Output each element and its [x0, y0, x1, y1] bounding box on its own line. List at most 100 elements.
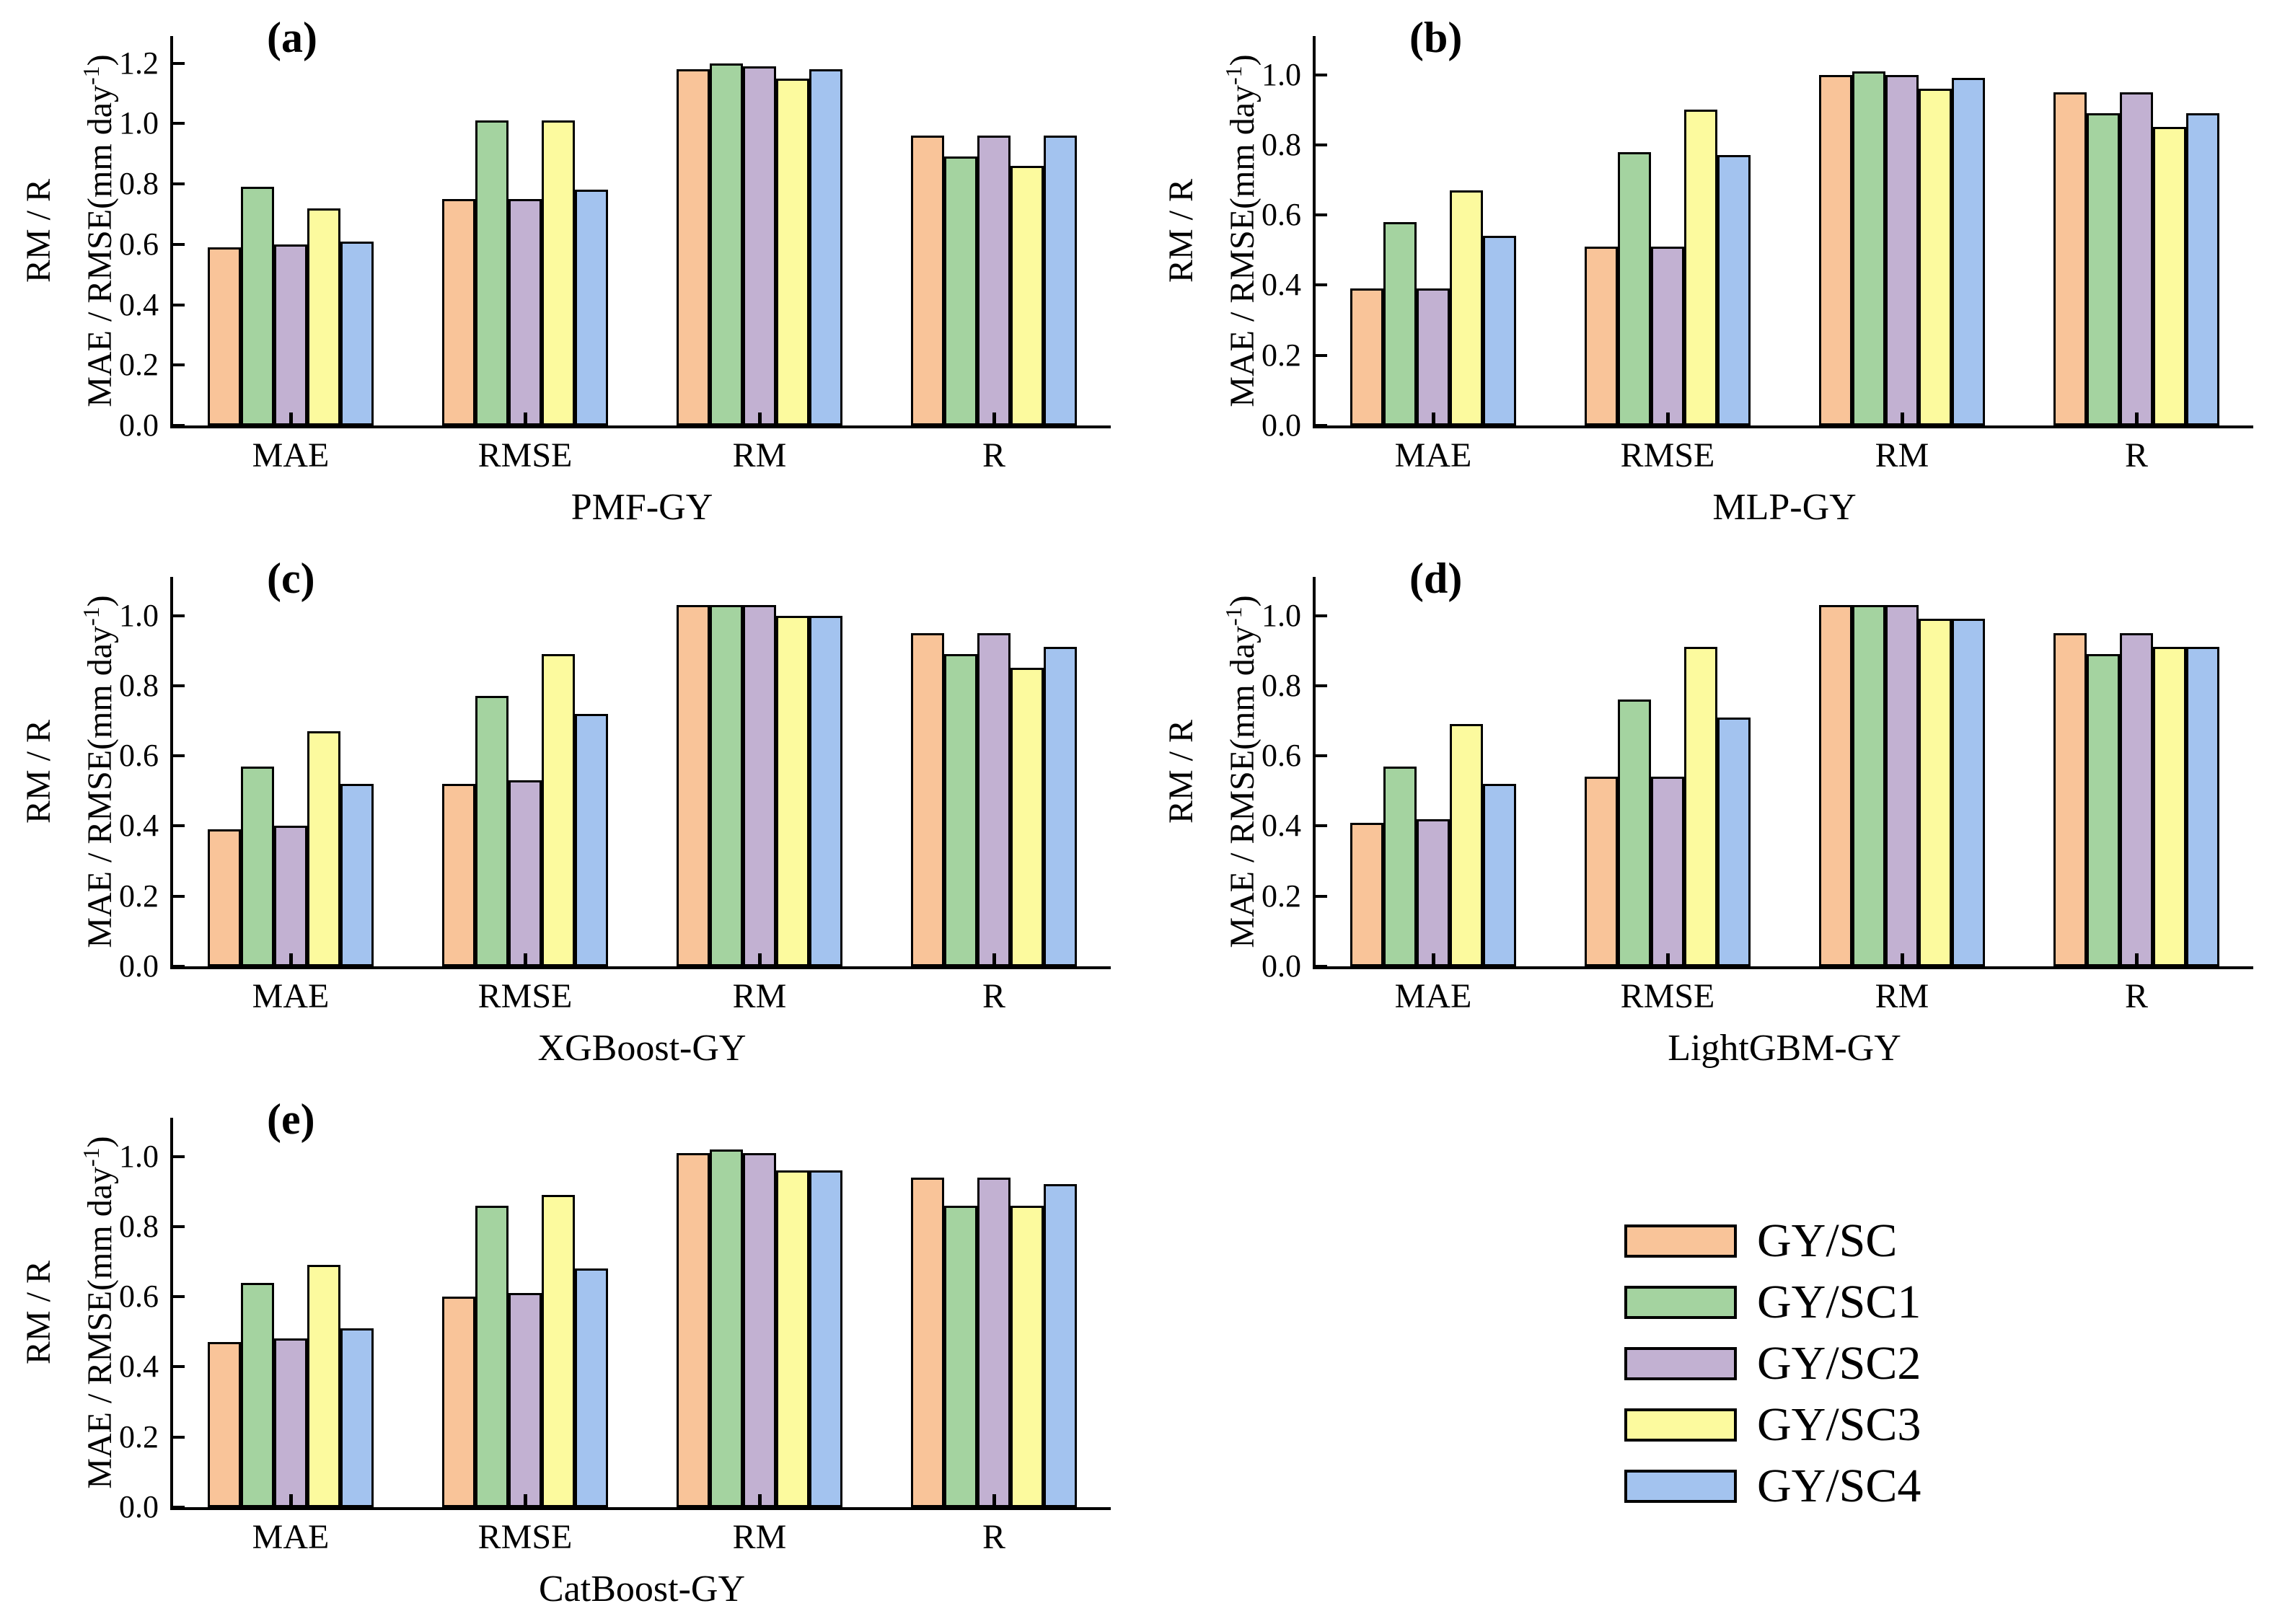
y-tick-label: 0.8: [1262, 126, 1301, 162]
plot-area: 0.0 0.2 0.4 0.6 0.8 1.0 MAE RMSE RM R LightGBM-GY: [1262, 577, 2253, 1069]
legend-item: GY/SC3: [1624, 1401, 1921, 1449]
x-tick-mark: [758, 953, 762, 966]
bar: [1585, 777, 1618, 966]
x-category-label: MAE: [252, 977, 330, 1015]
y-tick-label: 1.0: [1262, 597, 1301, 633]
y-tick-mark: [1316, 824, 1327, 828]
y-tick-mark: [1316, 965, 1327, 968]
bar: [475, 1206, 508, 1507]
y-tick-label: 0.6: [119, 1279, 159, 1315]
bar: [1011, 1206, 1044, 1507]
bar: [2087, 654, 2120, 966]
y-tick-label: 0.4: [1262, 808, 1301, 844]
y-tick-mark: [173, 1435, 185, 1439]
x-tick-mark: [289, 1494, 293, 1507]
x-tick-mark: [1666, 953, 1670, 966]
bar: [542, 120, 575, 425]
x-category-label: RM: [732, 1518, 787, 1556]
bar: [911, 1178, 944, 1507]
legend-item: GY/SC: [1624, 1217, 1897, 1265]
y-tick-label: 0.0: [1262, 407, 1301, 443]
x-tick-mark: [289, 412, 293, 425]
x-category-label: R: [2124, 977, 2148, 1015]
y-tick-mark: [173, 1224, 185, 1228]
legend: GY/SC GY/SC1 GY/SC2 GY/SC3 GY/SC4: [1624, 1217, 2201, 1563]
bar: [776, 616, 809, 966]
y-tick-mark: [173, 1155, 185, 1158]
x-category-label: MAE: [1394, 436, 1472, 475]
bar: [274, 1338, 307, 1507]
x-category-label: MAE: [252, 436, 330, 475]
bar: [1383, 222, 1417, 425]
plot-area: 0.0 0.2 0.4 0.6 0.8 1.0 MAE RMSE RM R CatBoost-GY: [119, 1118, 1111, 1610]
legend-swatch: [1624, 1347, 1737, 1380]
x-category-label: RMSE: [1620, 436, 1715, 475]
plot-area: 0.0 0.2 0.4 0.6 0.8 1.0 MAE RMSE RM R XGBoost-GY: [119, 577, 1111, 1069]
bar: [743, 605, 776, 966]
panel-letter: (a): [267, 14, 317, 61]
y-tick-mark: [1316, 353, 1327, 357]
y-tick-label: 0.0: [1262, 948, 1301, 984]
x-category-label: RMSE: [477, 436, 573, 475]
bar: [2120, 633, 2153, 966]
bar: [208, 247, 241, 425]
bar: [2153, 647, 2186, 966]
x-category-label: MAE: [1394, 977, 1472, 1015]
bar: [677, 605, 710, 966]
subplot-a: (a) RM / R MAE / RMSE(mm day-1) 0.0 0.2 0.4 0.…: [0, 0, 1142, 541]
x-category-label: RM: [732, 977, 787, 1015]
x-tick-mark: [289, 953, 293, 966]
bar: [809, 69, 842, 425]
y-tick-label: 0.4: [119, 808, 159, 844]
bar: [1350, 823, 1383, 966]
bar: [575, 714, 608, 966]
bar: [1852, 71, 1885, 425]
bar: [208, 829, 241, 966]
x-tick-mark: [992, 953, 996, 966]
bar: [475, 696, 508, 966]
bar: [911, 633, 944, 966]
bar: [1819, 75, 1852, 425]
y-axis-label-outer: RM / R: [19, 719, 58, 824]
x-axis-title: PMF-GY: [571, 487, 713, 528]
y-tick-mark: [173, 824, 185, 828]
y-tick-mark: [173, 684, 185, 687]
x-tick-mark: [758, 412, 762, 425]
bar: [1919, 619, 1952, 966]
subplot-c: (c) RM / R MAE / RMSE(mm day-1) 0.0 0.2 0.4 0.…: [0, 541, 1142, 1082]
bar: [944, 654, 977, 966]
y-tick-mark: [173, 1506, 185, 1509]
bar: [575, 1268, 608, 1507]
bar: [508, 1293, 542, 1507]
bar: [1952, 78, 1985, 425]
bar: [1350, 288, 1383, 425]
bar: [776, 79, 809, 425]
y-tick-label: 0.4: [119, 1349, 159, 1385]
legend-swatch: [1624, 1470, 1737, 1503]
bar: [508, 199, 542, 425]
legend-swatch: [1624, 1408, 1737, 1442]
x-tick-mark: [758, 1494, 762, 1507]
y-tick-label: 0.2: [119, 1418, 159, 1455]
legend-label: GY/SC1: [1757, 1276, 1921, 1328]
x-tick-mark: [524, 412, 527, 425]
x-category-label: R: [2124, 436, 2148, 475]
y-tick-mark: [1316, 614, 1327, 617]
bar: [307, 1265, 340, 1507]
x-tick-mark: [2135, 953, 2139, 966]
y-axis-label-outer: RM / R: [19, 178, 58, 283]
bar: [809, 1170, 842, 1507]
y-tick-label: 0.8: [119, 166, 159, 202]
y-tick-label: 1.0: [119, 105, 159, 141]
legend-label: GY/SC4: [1757, 1460, 1921, 1512]
y-axis-label-outer: RM / R: [1162, 719, 1200, 824]
legend-item: GY/SC4: [1624, 1462, 1921, 1510]
x-category-label: RMSE: [477, 977, 573, 1015]
y-tick-label: 1.0: [1262, 56, 1301, 92]
bar: [442, 784, 475, 966]
y-tick-mark: [173, 182, 185, 186]
bar: [508, 780, 542, 966]
panel-letter: (b): [1409, 14, 1463, 61]
bar: [307, 208, 340, 425]
